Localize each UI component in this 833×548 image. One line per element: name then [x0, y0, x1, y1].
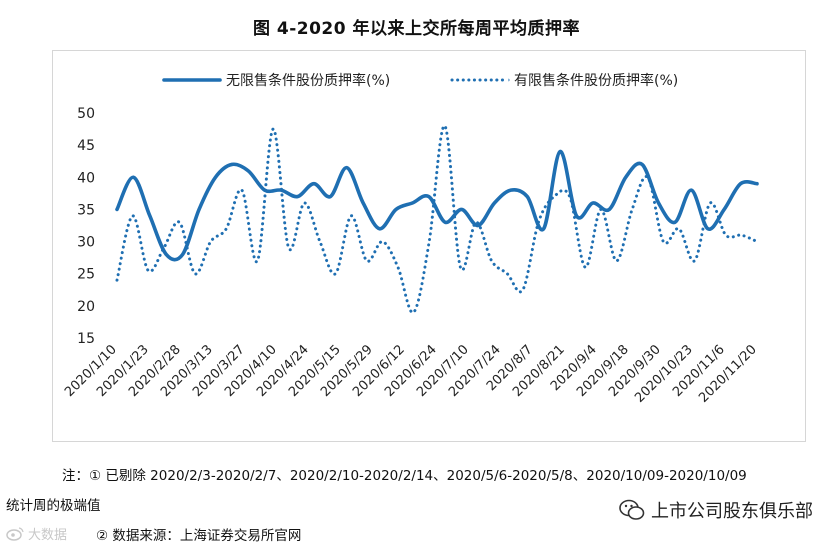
note-line-3: ② 数据来源：上海证券交易所官网 — [96, 528, 302, 544]
brand-name: 上市公司股东俱乐部 — [651, 501, 813, 522]
weibo-icon — [6, 526, 24, 541]
y-tick-label: 50 — [77, 106, 95, 122]
chart-panel — [52, 50, 806, 442]
legend-label-unrestricted: 无限售条件股份质押率(%) — [226, 72, 390, 89]
note-line-1: 注：① 已剔除 2020/2/3-2020/2/7、2020/2/10-2020… — [62, 468, 747, 484]
y-tick-label: 25 — [77, 267, 95, 283]
brand-mark: 上市公司股东俱乐部 — [619, 497, 813, 523]
chart-title: 图 4-2020 年以来上交所每周平均质押率 — [252, 19, 581, 39]
watermark-text: 大数据 — [28, 528, 68, 543]
series-line-unrestricted — [115, 149, 759, 262]
y-tick-label: 45 — [77, 138, 95, 154]
note-line-2: 统计周的极端值 — [6, 498, 101, 514]
wechat-icon — [619, 499, 645, 520]
y-tick-label: 15 — [77, 331, 95, 347]
y-tick-label: 30 — [77, 235, 95, 251]
y-tick-label: 20 — [77, 299, 95, 315]
y-tick-label: 40 — [77, 170, 95, 186]
watermark: 大数据 — [6, 524, 67, 543]
legend-label-restricted: 有限售条件股份质押率(%) — [514, 72, 678, 89]
y-tick-label: 35 — [77, 202, 95, 218]
series-line-restricted — [115, 124, 759, 314]
